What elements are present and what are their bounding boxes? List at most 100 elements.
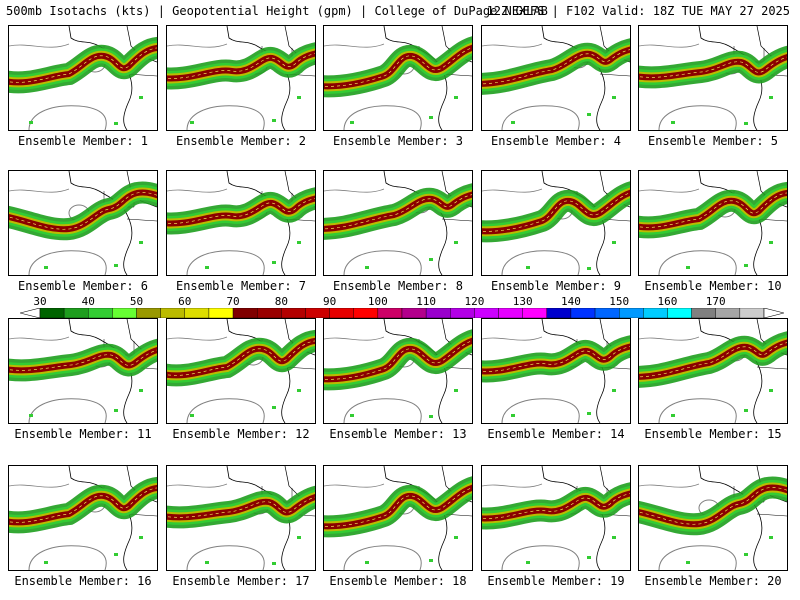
isotach-speckle [429, 258, 433, 261]
ensemble-member-label: Ensemble Member: 19 [487, 574, 625, 588]
height-contour-jet [9, 487, 157, 523]
ensemble-member-label: Ensemble Member: 6 [17, 279, 149, 293]
colorbar-tick-label: 60 [178, 295, 192, 308]
height-contour-ridge [186, 105, 265, 130]
isotach-speckle [429, 415, 433, 418]
height-contour-north [167, 483, 228, 488]
colorbar-swatch [39, 308, 65, 318]
ensemble-panel [323, 25, 473, 131]
ensemble-member-label: Ensemble Member: 3 [332, 134, 464, 148]
height-contour-ridge [658, 105, 737, 130]
colorbar-swatch [305, 308, 330, 318]
colorbar-swatch [619, 308, 644, 318]
colorbar-swatch [522, 308, 547, 318]
ensemble-map [167, 319, 315, 423]
ensemble-panel [638, 170, 788, 276]
isotach-speckle [429, 116, 433, 119]
ensemble-map [324, 466, 472, 570]
isotach-jet-core [324, 44, 472, 90]
isotach-speckle [454, 241, 458, 244]
height-contour-north [324, 336, 385, 341]
height-contour-north [482, 336, 543, 341]
ensemble-map [482, 26, 630, 130]
border-line [756, 366, 787, 370]
ensemble-member-label: Ensemble Member: 11 [14, 427, 152, 441]
height-contour-ridge [343, 398, 422, 423]
ensemble-panel [8, 465, 158, 571]
colorbar-max-arrow [763, 308, 784, 318]
isotach-speckle [44, 266, 48, 269]
colorbar-swatch [691, 308, 716, 318]
colorbar-swatch [281, 308, 306, 318]
height-contour-jet [9, 192, 157, 230]
height-contour-ridge [501, 105, 580, 130]
ensemble-panel [481, 25, 631, 131]
isotach-speckle [350, 414, 354, 417]
ensemble-map [324, 26, 472, 130]
ensemble-map [639, 26, 787, 130]
colorbar-tick-label: 30 [33, 295, 47, 308]
header-valid-time: 12Z GEFS | F102 Valid: 18Z TUE MAY 27 20… [486, 4, 790, 18]
ensemble-member-label: Ensemble Member: 8 [332, 279, 464, 293]
isotach-speckle [139, 96, 143, 99]
isotach-speckle [272, 562, 276, 565]
isotach-speckle [526, 266, 530, 269]
colorbar-swatch [208, 308, 234, 318]
isotach-speckle [511, 121, 515, 124]
isotach-speckle [297, 241, 301, 244]
isotach-speckle [114, 553, 118, 556]
isotach-speckle [190, 121, 194, 124]
isotach-speckle [612, 536, 616, 539]
colorbar-swatch [329, 308, 354, 318]
isotach-speckle [686, 561, 690, 564]
ensemble-member-label: Ensemble Member: 14 [487, 427, 625, 441]
isotach-speckle [769, 96, 773, 99]
ensemble-map [324, 319, 472, 423]
isotach-speckle [365, 266, 369, 269]
isotach-speckle [612, 389, 616, 392]
isotach-speckle [511, 414, 515, 417]
height-contour-jet [167, 198, 315, 224]
height-contour-jet [167, 340, 315, 376]
isotach-speckle [297, 96, 301, 99]
ensemble-member-label: Ensemble Member: 7 [175, 279, 307, 293]
height-contour-ridge [501, 545, 580, 570]
ensemble-map [9, 171, 157, 275]
ensemble-member-label: Ensemble Member: 4 [490, 134, 622, 148]
isotach-speckle [190, 414, 194, 417]
isotach-speckle [744, 264, 748, 267]
ensemble-panel [481, 318, 631, 424]
colorbar-tick-label: 120 [464, 295, 485, 308]
colorbar-swatch [184, 308, 210, 318]
border-line [441, 218, 472, 222]
height-contour-north [9, 188, 70, 193]
colorbar-swatch [498, 308, 523, 318]
height-contour-north [482, 188, 543, 193]
height-contour-north [639, 483, 700, 488]
isotach-speckle [29, 414, 33, 417]
height-contour-north [167, 336, 228, 341]
isotach-speckle [671, 121, 675, 124]
colorbar-swatch [715, 308, 741, 318]
height-contour-north [9, 336, 70, 341]
height-contour-jet [167, 496, 315, 518]
ensemble-member-label: Ensemble Member: 17 [172, 574, 310, 588]
ensemble-map [167, 171, 315, 275]
ensemble-panel [323, 170, 473, 276]
height-contour-ridge [186, 250, 265, 275]
colorbar-swatch [401, 308, 427, 318]
border-line [756, 513, 787, 517]
isotach-speckle [454, 96, 458, 99]
border-line [126, 218, 157, 222]
colorbar-tick-label: 80 [274, 295, 288, 308]
isotach-speckle [205, 266, 209, 269]
isotach-speckle [114, 122, 118, 125]
colorbar-tick-label: 100 [367, 295, 388, 308]
ensemble-map [324, 171, 472, 275]
height-contour-jet [324, 194, 472, 230]
isotach-speckle [429, 559, 433, 562]
height-contour-north [167, 188, 228, 193]
height-contour-ridge [658, 398, 737, 423]
isotach-colorbar: 30 40 50 60 70 80 90 100 110 120 130 140 150 160 170 [20, 296, 784, 318]
isotach-speckle [587, 113, 591, 116]
